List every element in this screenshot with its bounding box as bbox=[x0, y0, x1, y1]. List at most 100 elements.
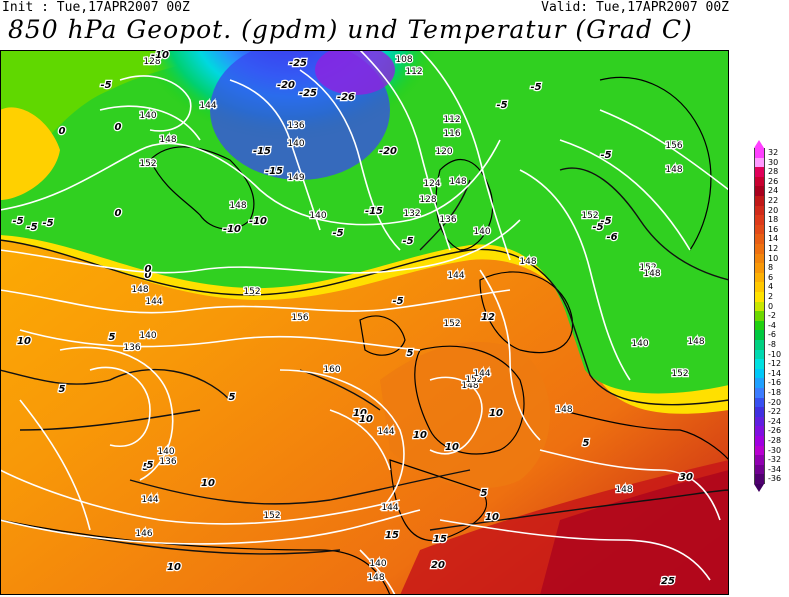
temperature-label: -5 bbox=[530, 82, 541, 93]
temperature-label: -6 bbox=[606, 232, 617, 243]
geopotential-label: 152 bbox=[581, 211, 598, 221]
temperature-label: 10 bbox=[17, 336, 31, 347]
legend-item: 10 bbox=[754, 253, 789, 264]
geopotential-label: 152 bbox=[139, 159, 156, 169]
legend-item: -4 bbox=[754, 320, 789, 331]
geopotential-label: 140 bbox=[309, 211, 326, 221]
temperature-label: 30 bbox=[679, 472, 693, 483]
legend-item: -20 bbox=[754, 397, 789, 408]
temperature-label: -5 bbox=[592, 222, 603, 233]
legend-label: 12 bbox=[768, 244, 779, 253]
geopotential-label: 152 bbox=[243, 287, 260, 297]
legend-item: 12 bbox=[754, 244, 789, 254]
temperature-label: 15 bbox=[433, 534, 447, 545]
temperature-label: 0 bbox=[59, 126, 66, 137]
temperature-label: 0 bbox=[145, 270, 152, 281]
temperature-label: 5 bbox=[583, 438, 590, 449]
legend-swatch bbox=[754, 224, 765, 235]
legend-item: -34 bbox=[754, 464, 789, 475]
legend-swatch bbox=[754, 368, 765, 379]
legend-label: 2 bbox=[768, 292, 774, 301]
legend-swatch bbox=[754, 176, 765, 187]
legend-item: -24 bbox=[754, 416, 789, 427]
temperature-label: -15 bbox=[365, 206, 383, 217]
geopotential-label: 140 bbox=[139, 331, 156, 341]
legend-swatch bbox=[754, 253, 765, 264]
geopotential-label: 152 bbox=[263, 511, 280, 521]
legend-swatch bbox=[754, 157, 765, 168]
valid-time: Valid: Tue,17APR2007 00Z bbox=[541, 0, 729, 15]
geopotential-label: 140 bbox=[139, 111, 156, 121]
legend-bottom-arrow bbox=[754, 484, 764, 492]
geopotential-labels: 128 1081121441401481361401121161201241281… bbox=[122, 54, 706, 585]
geopotential-label: 148 bbox=[229, 201, 246, 211]
legend-item: 32 bbox=[754, 148, 789, 158]
geopotential-label: 136 bbox=[123, 343, 140, 353]
legend-label: 14 bbox=[768, 234, 779, 244]
legend-item: 22 bbox=[754, 196, 789, 206]
geopotential-label: 144 bbox=[447, 271, 464, 281]
legend-label: 16 bbox=[768, 224, 779, 234]
legend-label: 32 bbox=[768, 148, 779, 157]
geopotential-label: 116 bbox=[443, 129, 460, 139]
geopotential-label: 140 bbox=[369, 559, 386, 569]
temperature-label: -5 bbox=[332, 228, 343, 239]
legend-item: -10 bbox=[754, 349, 789, 360]
legend-swatch bbox=[754, 426, 765, 436]
legend-item: -14 bbox=[754, 368, 789, 379]
legend-item: -16 bbox=[754, 378, 789, 388]
map-border bbox=[0, 50, 729, 595]
legend-item: -32 bbox=[754, 455, 789, 465]
legend-label: -12 bbox=[768, 359, 782, 369]
legend-top-arrow bbox=[754, 140, 764, 148]
legend-swatch bbox=[754, 196, 765, 206]
legend-item: 6 bbox=[754, 272, 789, 283]
geopotential-label: 144 bbox=[381, 503, 398, 513]
legend-label: -26 bbox=[768, 426, 782, 436]
geopotential-label: 152 bbox=[465, 375, 482, 385]
geopotential-label: 144 bbox=[145, 297, 162, 307]
geopotential-label: 140 bbox=[631, 339, 648, 349]
geopotential-label: 148 bbox=[665, 165, 682, 175]
geopotential-label: 144 bbox=[377, 427, 394, 437]
legend-swatch bbox=[754, 445, 765, 456]
geopotential-label: 148 bbox=[131, 285, 148, 295]
temperature-label: 5 bbox=[229, 392, 236, 403]
geopotential-label: 148 bbox=[555, 405, 572, 415]
temperature-label: 10 bbox=[167, 562, 181, 573]
legend-label: -18 bbox=[768, 388, 782, 397]
temperature-label: -20 bbox=[277, 80, 295, 91]
legend-swatch bbox=[754, 474, 765, 484]
legend-item: -28 bbox=[754, 436, 789, 446]
legend-item: -8 bbox=[754, 340, 789, 350]
legend-swatch bbox=[754, 464, 765, 475]
legend-swatch bbox=[754, 167, 765, 177]
legend-swatch bbox=[754, 436, 765, 446]
legend-swatch bbox=[754, 359, 765, 369]
init-time: Init : Tue,17APR2007 00Z bbox=[2, 0, 190, 15]
legend-label: -30 bbox=[768, 445, 782, 455]
legend-label: -6 bbox=[768, 330, 776, 340]
legend-item: 20 bbox=[754, 205, 789, 216]
legend-swatch bbox=[754, 244, 765, 254]
temperature-label: -20 bbox=[379, 146, 397, 157]
legend-swatch bbox=[754, 292, 765, 302]
color-legend: 32 30 28 26 24 22 20 18 16 14 12 10 8 6 4 2 0 -2 -4 -6 -8 -10… bbox=[754, 140, 789, 510]
legend-item: 24 bbox=[754, 186, 789, 196]
legend-label: 10 bbox=[768, 253, 779, 263]
geopotential-label: 146 bbox=[135, 529, 152, 539]
geopotential-label: 149 bbox=[287, 173, 304, 183]
light-green-west bbox=[0, 50, 250, 170]
temperature-label: -5 bbox=[12, 216, 23, 227]
legend-label: -10 bbox=[768, 349, 782, 359]
temperature-label: -25 bbox=[289, 58, 307, 69]
legend-label: -4 bbox=[768, 320, 776, 330]
temperature-label: 15 bbox=[385, 530, 399, 541]
temperature-label: -5 bbox=[392, 296, 403, 307]
legend-swatch bbox=[754, 416, 765, 427]
legend-label: 4 bbox=[768, 282, 774, 292]
geopotential-label: 148 bbox=[519, 257, 536, 267]
geopotential-label: 108 bbox=[395, 55, 412, 65]
temperature-label: 0 bbox=[115, 122, 122, 133]
geopotential-label: 148 bbox=[367, 573, 384, 583]
